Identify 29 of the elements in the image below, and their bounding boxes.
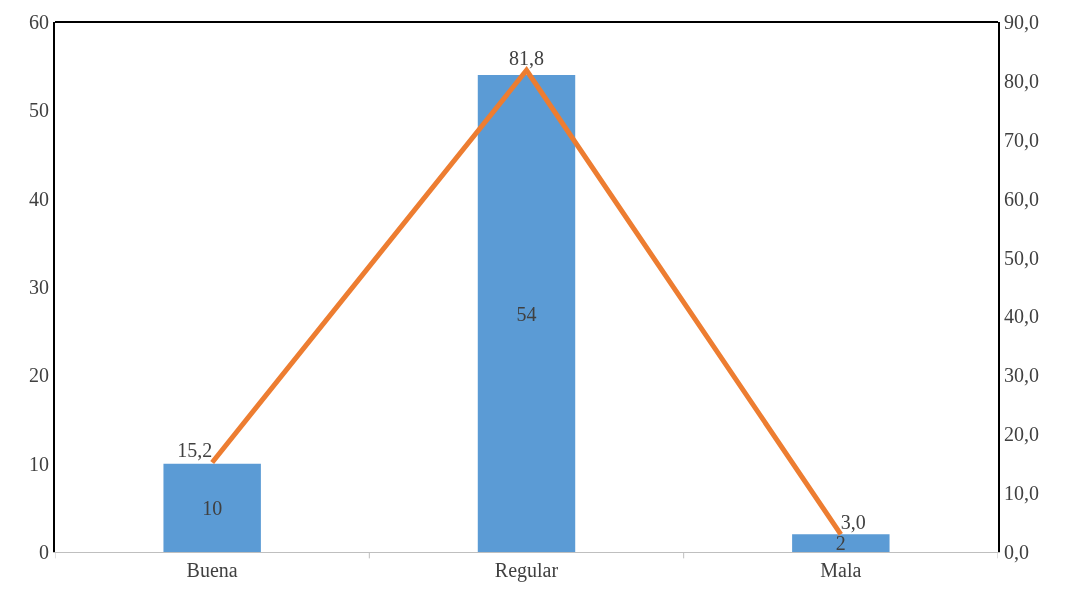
y2-tick-label: 30,0 — [1004, 364, 1039, 387]
x-tick-label: Buena — [186, 559, 238, 581]
y2-tick-label: 80,0 — [1004, 69, 1039, 92]
bar — [477, 75, 576, 552]
y2-tick-label: 40,0 — [1004, 305, 1039, 328]
bar — [163, 463, 261, 552]
y-tick-label: 40 — [29, 187, 49, 210]
y2-tick-label: 10,0 — [1004, 482, 1039, 505]
data-label: 54 — [516, 302, 537, 325]
x-tick-label: Mala — [820, 559, 862, 581]
y2-tick-label: 90,0 — [1004, 11, 1039, 33]
y2-tick-label: 50,0 — [1004, 246, 1039, 269]
x-tick-label: Regular — [494, 559, 559, 582]
y2-tick-label: 0,0 — [1004, 541, 1029, 563]
data-label: 15,2 — [177, 439, 213, 462]
y2-tick-label: 70,0 — [1004, 128, 1039, 151]
data-label: 10 — [202, 496, 223, 519]
y2-tick-label: 20,0 — [1004, 423, 1039, 446]
y-tick-label: 60 — [29, 11, 49, 33]
data-label: 81,8 — [509, 47, 544, 70]
y-tick-label: 0 — [39, 541, 49, 563]
y-tick-label: 50 — [29, 99, 49, 122]
y-tick-label: 10 — [29, 452, 49, 475]
y-tick-label: 30 — [29, 276, 49, 298]
bar — [792, 534, 890, 552]
data-label: 3,0 — [840, 511, 866, 534]
y-tick-label: 20 — [29, 364, 49, 387]
y2-tick-label: 60,0 — [1004, 187, 1039, 210]
data-label: 2 — [835, 532, 846, 555]
